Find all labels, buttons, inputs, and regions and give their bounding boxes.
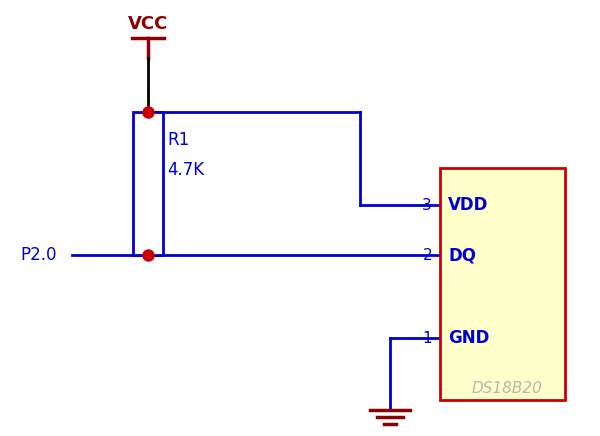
Text: VDD: VDD xyxy=(448,196,488,214)
Bar xyxy=(440,168,565,400)
Text: DS18B20: DS18B20 xyxy=(472,381,543,395)
Text: 2: 2 xyxy=(422,248,432,262)
Text: 1: 1 xyxy=(422,330,432,345)
Text: 3: 3 xyxy=(422,198,432,212)
Bar xyxy=(133,112,163,255)
Text: GND: GND xyxy=(448,329,490,347)
Text: VCC: VCC xyxy=(128,15,168,33)
Text: DQ: DQ xyxy=(448,246,476,264)
Text: 4.7K: 4.7K xyxy=(167,161,204,179)
Text: R1: R1 xyxy=(167,131,189,149)
Text: P2.0: P2.0 xyxy=(20,246,56,264)
